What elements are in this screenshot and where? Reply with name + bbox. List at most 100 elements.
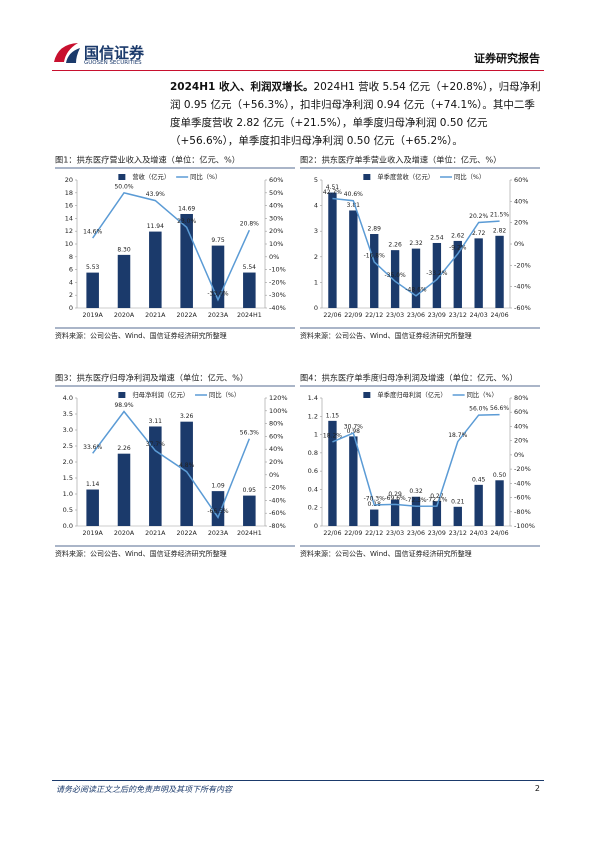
bar-label: 5.53 [86, 264, 100, 271]
bar [453, 506, 462, 526]
bar [474, 238, 483, 308]
bar [328, 420, 337, 526]
disclaimer: 请务必阅读正文之后的免责声明及其项下所有内容 [56, 785, 232, 794]
y-tick-label: 0.4 [308, 485, 318, 493]
x-tick-label: 22/06 [323, 312, 341, 319]
x-tick-label: 24/06 [490, 530, 508, 537]
y2-tick-label: -80% [269, 522, 286, 530]
line-label: -72.1% [426, 497, 448, 504]
bar-label: 9.75 [211, 237, 225, 244]
y2-tick-label: 120% [269, 394, 288, 402]
x-tick-label: 2020A [114, 530, 135, 537]
line [332, 197, 500, 297]
lead: 2024H1 收入、利润双增长。 [170, 81, 314, 93]
bar [328, 192, 337, 308]
y2-tick-label: -40% [269, 496, 286, 504]
bar-label: 2.89 [368, 226, 382, 233]
bar-label: 0.21 [451, 498, 465, 505]
x-tick-label: 2019A [82, 312, 103, 319]
x-tick-label: 23/06 [407, 312, 425, 319]
y-tick-label: 3.5 [63, 410, 73, 418]
x-tick-label: 2022A [176, 530, 197, 537]
bar [149, 426, 162, 526]
y-tick-label: 1.4 [308, 394, 318, 402]
y2-tick-label: 20% [269, 458, 283, 466]
y-tick-label: 2 [314, 253, 318, 261]
source: 资料来源：公司公告、Wind、国信证券经济研究所整理 [300, 549, 472, 558]
line [332, 413, 500, 508]
page-number: 2 [534, 784, 540, 793]
bar [117, 254, 131, 308]
y2-tick-label: -40% [269, 304, 286, 312]
bar-label: 1.09 [211, 483, 225, 490]
logo-mark [54, 43, 80, 63]
x-tick-label: 23/12 [449, 312, 467, 319]
line-label: -9.2% [449, 244, 467, 251]
line-label: 18.2% [323, 432, 342, 439]
y-tick-label: 6 [69, 266, 73, 274]
bar [453, 240, 462, 308]
line-label: 33.6% [83, 444, 102, 451]
line-label: -33.6% [207, 290, 229, 297]
y2-tick-label: 0% [514, 451, 524, 459]
y-tick-label: 1 [314, 278, 318, 286]
bar [86, 272, 99, 308]
chart-title: 图4：拱东医疗单季度归母净利润及增速（单位：亿元、%） [300, 373, 518, 383]
y-tick-label: 0.6 [308, 467, 318, 475]
bar-label: 2.72 [472, 230, 486, 237]
y-tick-label: 16 [65, 202, 73, 210]
y-tick-label: 14 [65, 214, 73, 222]
logo-en: GUOSEN SECURITIES [84, 60, 142, 66]
y2-tick-label: 50% [269, 189, 283, 197]
y-tick-label: 4 [314, 202, 318, 210]
bar-label: 11.94 [147, 223, 164, 230]
bar-label: 3.26 [180, 413, 194, 420]
line-label: 14.6% [83, 229, 102, 236]
line [92, 410, 251, 519]
x-tick-label: 2024H1 [237, 312, 262, 319]
y-tick-label: 1.2 [308, 412, 318, 420]
y2-tick-label: -20% [269, 484, 286, 492]
bar-label: 2.82 [493, 227, 507, 234]
y-tick-label: 4.0 [63, 394, 73, 402]
line-label: -72.3% [405, 497, 427, 504]
x-tick-label: 23/06 [407, 530, 425, 537]
line-label: 56.0% [469, 406, 488, 413]
y2-tick-label: -10% [269, 266, 286, 274]
x-tick-label: 22/12 [365, 312, 383, 319]
x-tick-label: 24/03 [470, 530, 488, 537]
y-tick-label: 0 [69, 304, 73, 312]
y2-tick-label: 80% [269, 420, 283, 428]
y2-tick-label: -20% [514, 261, 531, 269]
y-tick-label: 2 [69, 291, 73, 299]
x-tick-label: 23/03 [386, 530, 404, 537]
line-label: 50.0% [114, 183, 133, 190]
bar [149, 231, 162, 308]
line-label: -69.6% [384, 495, 406, 502]
bar [495, 480, 504, 526]
x-tick-label: 2023A [208, 530, 229, 537]
source: 资料来源：公司公告、Wind、国信证券经济研究所整理 [55, 549, 227, 558]
x-tick-label: 22/12 [365, 530, 383, 537]
line-label: 20.8% [240, 221, 259, 228]
x-tick-label: 2021A [145, 312, 166, 319]
y-tick-label: 10 [65, 240, 73, 248]
x-tick-label: 2022A [176, 312, 197, 319]
chart-title: 图2：拱东医疗单季营业收入及增速（单位：亿元、%） [300, 155, 501, 165]
y2-tick-label: 40% [269, 202, 283, 210]
legend-label: 同比（%） [209, 390, 240, 399]
y-tick-label: 0.5 [63, 506, 73, 514]
y-tick-label: 0 [314, 304, 318, 312]
y2-tick-label: 30% [269, 214, 283, 222]
bar-label: 2.32 [409, 240, 423, 247]
source: 资料来源：公司公告、Wind、国信证券经济研究所整理 [55, 331, 227, 340]
bar [117, 453, 131, 526]
y2-tick-label: -60% [514, 494, 531, 502]
legend-swatch [363, 392, 371, 398]
y2-tick-label: 0% [269, 471, 279, 479]
bar [349, 436, 358, 526]
y2-tick-label: 20% [514, 219, 528, 227]
x-tick-label: 23/09 [428, 530, 446, 537]
line-label: 56.6% [490, 405, 509, 412]
legend-label: 单季度营收（亿元） [377, 172, 434, 181]
